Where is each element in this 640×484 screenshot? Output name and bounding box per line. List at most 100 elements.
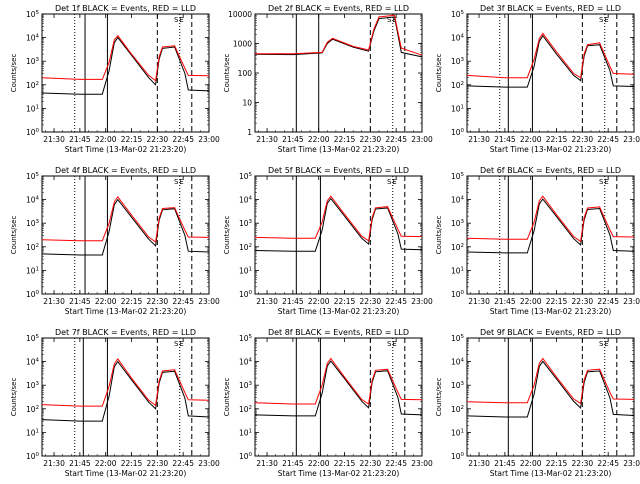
panel-3: Det 3f BLACK = Events, RED = LLD Counts/s… [435, 4, 640, 154]
y-tick-label: 101 [239, 266, 252, 275]
y-tick-label: 102 [26, 243, 39, 252]
y-tick-label: 103 [451, 219, 465, 228]
y-tick-label: 103 [239, 381, 253, 390]
x-tick-label: 21:45 [69, 459, 91, 468]
x-tick-label: 21:30 [468, 459, 490, 468]
x-tick-label: 22:15 [121, 297, 143, 306]
x-tick-label: 21:30 [43, 459, 65, 468]
series-line-events [466, 34, 635, 88]
x-axis-label: Start Time (13-Mar-02 21:23:20) [278, 307, 400, 316]
x-tick-label: 22:45 [172, 459, 194, 468]
x-axis-label: Start Time (13-Mar-02 21:23:20) [278, 145, 400, 154]
x-tick-label: 23:00 [623, 135, 640, 144]
series-line-lld [41, 358, 210, 407]
panel-title: Det 3f BLACK = Events, RED = LLD [480, 4, 621, 13]
y-tick-label: 10000 [228, 10, 252, 19]
x-tick-label: 22:30 [572, 297, 594, 306]
y-axis-label: Counts/sec [10, 54, 18, 93]
x-tick-label: 22:00 [95, 135, 117, 144]
series-line-lld [466, 195, 635, 243]
x-axis-label: Start Time (13-Mar-02 21:23:20) [65, 145, 187, 154]
vline-label: E [604, 16, 608, 24]
x-tick-label: 21:45 [494, 459, 516, 468]
y-tick-label: 104 [451, 34, 465, 43]
x-tick-label: 23:00 [411, 297, 433, 306]
y-tick-label: 104 [451, 196, 465, 205]
vline-label: E [392, 16, 396, 24]
plot-frame [41, 13, 210, 133]
plot-frame [254, 337, 423, 457]
y-tick-label: 105 [451, 334, 465, 343]
x-tick-label: 21:45 [494, 135, 516, 144]
y-tick-label: 100 [238, 69, 253, 78]
y-tick-label: 100 [239, 452, 253, 461]
x-tick-label: 21:30 [468, 135, 490, 144]
vline-label: S [174, 178, 179, 186]
y-tick-label: 100 [451, 128, 465, 137]
panel-title: Det 8f BLACK = Events, RED = LLD [268, 328, 409, 337]
y-tick-label: 105 [239, 172, 253, 181]
x-tick-label: 23:00 [411, 459, 433, 468]
x-tick-label: 23:00 [623, 297, 640, 306]
y-tick-label: 102 [239, 243, 252, 252]
vline-label: S [387, 340, 392, 348]
panel-5: Det 5f BLACK = Events, RED = LLD Counts/s… [223, 166, 433, 316]
y-tick-label: 101 [26, 428, 39, 437]
x-tick-label: 22:00 [520, 297, 542, 306]
y-tick-label: 103 [451, 381, 465, 390]
x-tick-label: 23:00 [411, 135, 433, 144]
series-line-events [254, 197, 423, 252]
y-tick-label: 104 [451, 358, 465, 367]
y-tick-label: 104 [239, 196, 253, 205]
x-tick-label: 22:30 [147, 459, 169, 468]
x-tick-label: 22:00 [308, 459, 330, 468]
panel-title: Det 7f BLACK = Events, RED = LLD [55, 328, 196, 337]
x-tick-label: 22:00 [95, 297, 117, 306]
y-tick-label: 101 [451, 428, 464, 437]
plot-frame [254, 175, 423, 295]
series-line-lld [466, 32, 635, 79]
series-line-events [41, 36, 210, 95]
panel-8: Det 8f BLACK = Events, RED = LLD Counts/s… [223, 328, 433, 478]
x-axis-label: Start Time (13-Mar-02 21:23:20) [65, 469, 187, 478]
x-tick-label: 22:30 [360, 135, 382, 144]
y-tick-label: 105 [451, 10, 465, 19]
y-tick-label: 100 [26, 290, 40, 299]
y-tick-label: 101 [451, 104, 464, 113]
y-axis-label: Counts/sec [10, 378, 18, 417]
y-axis-label: Counts/sec [223, 378, 231, 417]
panel-4: Det 4f BLACK = Events, RED = LLD Counts/s… [10, 166, 220, 316]
x-tick-label: 21:30 [256, 297, 278, 306]
x-tick-label: 22:00 [308, 297, 330, 306]
plot-frame [41, 337, 210, 457]
y-axis-label: Counts/sec [435, 378, 443, 417]
x-tick-label: 22:15 [546, 459, 568, 468]
y-tick-label: 100 [451, 290, 465, 299]
x-tick-label: 22:45 [597, 297, 619, 306]
series-line-lld [466, 357, 635, 405]
x-tick-label: 22:45 [385, 459, 407, 468]
x-tick-label: 22:00 [520, 459, 542, 468]
panel-title: Det 6f BLACK = Events, RED = LLD [480, 166, 621, 175]
y-tick-label: 101 [451, 266, 464, 275]
series-line-lld [254, 357, 423, 405]
vline-label: S [599, 178, 604, 186]
x-tick-label: 21:30 [43, 135, 65, 144]
x-tick-label: 22:45 [172, 297, 194, 306]
series-line-events [254, 360, 423, 417]
x-tick-label: 22:30 [147, 135, 169, 144]
vline-label: E [179, 178, 183, 186]
x-tick-label: 23:00 [623, 459, 640, 468]
y-tick-label: 103 [26, 381, 40, 390]
series-line-events [466, 360, 635, 418]
x-tick-label: 22:15 [121, 135, 143, 144]
panel-title: Det 5f BLACK = Events, RED = LLD [268, 166, 409, 175]
panel-title: Det 2f BLACK = Events, RED = LLD [268, 4, 409, 13]
y-axis-label: Counts/sec [223, 216, 231, 255]
series-line-lld [254, 195, 423, 242]
y-tick-label: 101 [239, 428, 252, 437]
x-tick-label: 21:30 [256, 459, 278, 468]
vline-label: E [604, 340, 608, 348]
x-tick-label: 22:45 [597, 459, 619, 468]
